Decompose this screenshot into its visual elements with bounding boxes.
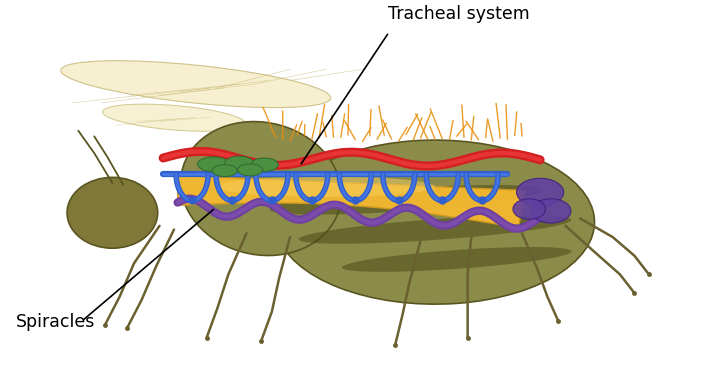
Ellipse shape	[181, 122, 341, 255]
Polygon shape	[178, 176, 526, 228]
Ellipse shape	[342, 247, 571, 272]
Ellipse shape	[513, 199, 545, 219]
Ellipse shape	[212, 165, 237, 177]
Ellipse shape	[197, 157, 230, 172]
Ellipse shape	[270, 185, 542, 214]
Text: Tracheal system: Tracheal system	[388, 4, 530, 22]
Ellipse shape	[531, 199, 571, 223]
Ellipse shape	[251, 158, 278, 171]
Ellipse shape	[67, 177, 157, 248]
Text: Spiracles: Spiracles	[16, 313, 95, 331]
Ellipse shape	[218, 177, 435, 197]
Ellipse shape	[225, 156, 254, 170]
Ellipse shape	[237, 164, 262, 176]
Ellipse shape	[276, 140, 594, 304]
Ellipse shape	[102, 104, 246, 131]
Ellipse shape	[516, 178, 564, 206]
Ellipse shape	[299, 215, 571, 244]
Ellipse shape	[61, 61, 331, 108]
